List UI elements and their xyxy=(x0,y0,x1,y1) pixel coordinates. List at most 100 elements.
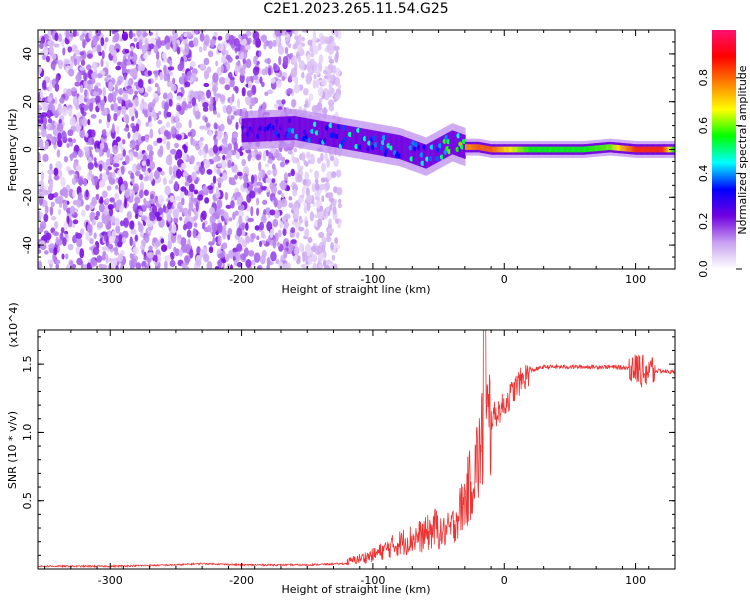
spectrogram-noise-cell xyxy=(115,48,120,53)
spectrogram-noise-cell xyxy=(222,224,227,232)
spectrogram-noise-cell xyxy=(287,172,292,177)
spectrogram-noise-cell xyxy=(234,64,239,76)
spectrogram-noise-cell xyxy=(93,157,97,162)
spectrogram-noise-cell xyxy=(45,55,50,63)
spectrogram-ridge-band xyxy=(308,118,311,143)
spectrogram-noise-cell xyxy=(171,223,177,234)
spectrogram-noise-cell xyxy=(108,257,114,263)
spectrogram-noise-cell xyxy=(256,266,262,269)
spectrogram-ridge-core xyxy=(531,146,533,153)
spectrogram-x-tick-label: 0 xyxy=(501,273,508,286)
spectrogram-noise-cell xyxy=(228,34,235,45)
spectrogram-noise-cell xyxy=(266,57,271,65)
spectrogram-noise-cell xyxy=(138,189,144,199)
spectrogram-noise-cell xyxy=(190,191,194,203)
spectrogram-noise-cell xyxy=(169,259,176,268)
spectrogram-noise-cell xyxy=(315,68,320,76)
spectrogram-noise-cell xyxy=(87,53,93,59)
spectrogram-ridge-band xyxy=(306,118,309,143)
spectrogram-noise-cell xyxy=(223,132,228,143)
spectrogram-ridge-band xyxy=(417,141,419,166)
spectrogram-ridge-core xyxy=(611,144,613,151)
spectrogram-noise-cell xyxy=(40,170,45,181)
spectrogram-noise-cell xyxy=(79,128,85,139)
spectrogram-noise-cell xyxy=(282,262,290,269)
spectrogram-noise-cell xyxy=(309,168,313,173)
spectrogram-ridge-band xyxy=(355,127,358,152)
spectrogram-noise-cell xyxy=(258,161,262,172)
spectrogram-ridge-core xyxy=(663,146,666,153)
spectrogram-noise-cell xyxy=(98,119,102,124)
spectrogram-noise-cell xyxy=(261,185,268,191)
spectrogram-ridge-core xyxy=(537,146,540,153)
spectrogram-ridge-core xyxy=(647,146,649,153)
spectrogram-noise-cell xyxy=(168,165,173,176)
spectrogram-noise-cell xyxy=(96,44,102,54)
spectrogram-noise-cell xyxy=(116,80,122,86)
spectrogram-ridge-band xyxy=(301,117,303,142)
spectrogram-ridge-core xyxy=(636,146,639,153)
spectrogram-noise-cell xyxy=(306,187,310,197)
spectrogram-noise-cell xyxy=(280,198,288,208)
spectrogram-noise-cell xyxy=(225,54,231,61)
spectrogram-noise-cell xyxy=(192,138,196,147)
spectrogram-ridge-core xyxy=(481,144,484,151)
spectrogram-noise-cell xyxy=(267,89,274,95)
spectrogram-ridge-band xyxy=(455,131,458,156)
spectrogram-noise-cell xyxy=(204,34,210,45)
spectrogram-noise-cell xyxy=(250,206,254,217)
spectrogram-ridge-core xyxy=(509,146,511,153)
spectrogram-noise-cell xyxy=(256,181,263,186)
spectrogram-noise-cell xyxy=(94,160,98,168)
spectrogram-ridge-core xyxy=(507,146,509,153)
spectrogram-noise-cell xyxy=(63,188,69,199)
spectrogram-ridge-core xyxy=(539,146,542,153)
spectrogram-noise-cell xyxy=(110,129,116,139)
spectrogram-noise-cell xyxy=(75,232,83,239)
spectrogram-noise-cell xyxy=(110,49,117,57)
spectrogram-ridge-core xyxy=(501,146,504,153)
spectrogram-ridge-core xyxy=(656,146,658,153)
spectrogram-noise-cell xyxy=(236,171,243,177)
snr-y-tick-label: 1.5 xyxy=(21,355,34,373)
spectrogram-ridge-band xyxy=(347,125,349,150)
spectrogram-noise-cell xyxy=(56,149,61,158)
spectrogram-noise-cell xyxy=(233,37,240,47)
snr-y-tick-label: 0.5 xyxy=(21,492,34,510)
spectrogram-noise-cell xyxy=(301,71,305,79)
spectrogram-noise-cell xyxy=(132,33,136,38)
snr-y-axis-label: SNR (10 * v/v) xyxy=(6,411,19,489)
spectrogram-noise-cell xyxy=(165,42,171,50)
spectrogram-noise-cell xyxy=(327,99,335,107)
spectrogram-ridge-core xyxy=(525,146,528,153)
spectrogram-noise-cell xyxy=(187,174,193,184)
spectrogram-noise-cell xyxy=(89,238,94,245)
spectrogram-noise-cell xyxy=(201,222,206,230)
spectrogram-noise-cell xyxy=(245,58,252,69)
spectrogram-noise-cell xyxy=(251,151,256,157)
spectrogram-noise-cell xyxy=(113,30,120,33)
spectrogram-noise-cell xyxy=(96,255,103,263)
spectrogram-noise-cell xyxy=(219,94,226,103)
spectrogram-noise-cell xyxy=(142,108,148,115)
spectrogram-noise-cell xyxy=(213,165,218,173)
spectrogram-noise-cell xyxy=(166,111,172,118)
spectrogram-ridge-band xyxy=(430,141,433,166)
spectrogram-y-tick-label: 0 xyxy=(21,146,34,153)
spectrogram-noise-cell xyxy=(313,73,317,80)
spectrogram-noise-cell xyxy=(211,231,216,238)
spectrogram-noise-cell xyxy=(127,102,133,108)
spectrogram-noise-cell xyxy=(83,72,88,82)
spectrogram-noise-cell xyxy=(217,43,224,52)
spectrogram-noise-cell xyxy=(77,94,85,104)
spectrogram-noise-cell xyxy=(208,246,214,254)
spectrogram-noise-cell xyxy=(171,36,177,46)
spectrogram-noise-cell xyxy=(304,243,312,254)
spectrogram-noise-cell xyxy=(311,254,318,262)
spectrogram-noise-cell xyxy=(157,110,162,115)
spectrogram-ridge-core xyxy=(487,146,490,152)
spectrogram-noise-cell xyxy=(62,236,67,247)
spectrogram-noise-cell xyxy=(286,87,293,95)
spectrogram-ridge-band xyxy=(464,134,466,159)
spectrogram-noise-cell xyxy=(259,76,263,84)
